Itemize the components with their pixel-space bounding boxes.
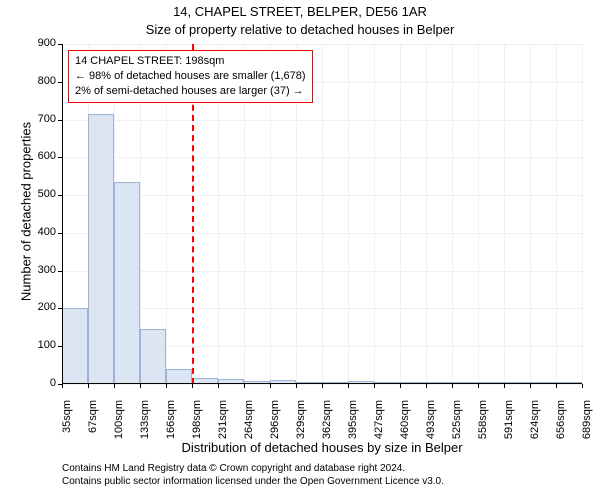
chart-title-line2: Size of property relative to detached ho… xyxy=(0,22,600,37)
x-tick-label: 329sqm xyxy=(295,400,307,460)
gridline-vertical xyxy=(556,44,557,384)
x-tick-label: 133sqm xyxy=(139,400,151,460)
x-tick-label: 493sqm xyxy=(425,400,437,460)
x-tick-label: 689sqm xyxy=(581,400,593,460)
gridline-vertical xyxy=(374,44,375,384)
gridline-vertical xyxy=(582,44,583,384)
x-tick-label: 100sqm xyxy=(113,400,125,460)
x-tick-label: 558sqm xyxy=(477,400,489,460)
gridline-vertical xyxy=(478,44,479,384)
x-tick-label: 296sqm xyxy=(269,400,281,460)
y-tick-mark xyxy=(58,346,62,347)
x-tick-mark xyxy=(348,384,349,388)
y-axis-label: Number of detached properties xyxy=(19,112,34,312)
y-tick-mark xyxy=(58,195,62,196)
y-tick-mark xyxy=(58,233,62,234)
x-tick-mark xyxy=(582,384,583,388)
x-tick-mark xyxy=(218,384,219,388)
y-axis-line xyxy=(62,44,63,384)
y-tick-label: 200 xyxy=(24,301,56,313)
histogram-bar xyxy=(140,329,165,384)
x-tick-mark xyxy=(374,384,375,388)
annotation-box: 14 CHAPEL STREET: 198sqm← 98% of detache… xyxy=(68,50,313,103)
y-tick-label: 900 xyxy=(24,37,56,49)
y-tick-mark xyxy=(58,82,62,83)
x-tick-label: 656sqm xyxy=(555,400,567,460)
y-tick-label: 500 xyxy=(24,188,56,200)
y-tick-label: 700 xyxy=(24,113,56,125)
x-tick-label: 67sqm xyxy=(87,400,99,460)
y-tick-mark xyxy=(58,308,62,309)
x-tick-mark xyxy=(556,384,557,388)
footer-line1: Contains HM Land Registry data © Crown c… xyxy=(62,462,444,475)
x-tick-label: 591sqm xyxy=(503,400,515,460)
x-tick-label: 198sqm xyxy=(191,400,203,460)
x-tick-mark xyxy=(400,384,401,388)
histogram-bar xyxy=(88,114,113,384)
y-tick-label: 600 xyxy=(24,150,56,162)
x-tick-mark xyxy=(530,384,531,388)
x-tick-mark xyxy=(478,384,479,388)
x-tick-mark xyxy=(504,384,505,388)
gridline-vertical xyxy=(452,44,453,384)
histogram-bar xyxy=(62,308,87,384)
y-tick-mark xyxy=(58,44,62,45)
x-tick-mark xyxy=(166,384,167,388)
x-tick-mark xyxy=(452,384,453,388)
y-tick-mark xyxy=(58,157,62,158)
x-tick-mark xyxy=(296,384,297,388)
x-tick-label: 427sqm xyxy=(373,400,385,460)
x-tick-label: 460sqm xyxy=(399,400,411,460)
x-tick-mark xyxy=(114,384,115,388)
footer-line2: Contains public sector information licen… xyxy=(62,475,444,488)
x-tick-label: 231sqm xyxy=(217,400,229,460)
y-tick-label: 800 xyxy=(24,75,56,87)
gridline-vertical xyxy=(322,44,323,384)
y-tick-mark xyxy=(58,120,62,121)
y-tick-label: 400 xyxy=(24,226,56,238)
chart-title-line1: 14, CHAPEL STREET, BELPER, DE56 1AR xyxy=(0,4,600,19)
annotation-line: 2% of semi-detached houses are larger (3… xyxy=(75,84,306,99)
x-tick-mark xyxy=(140,384,141,388)
y-tick-label: 300 xyxy=(24,264,56,276)
x-tick-mark xyxy=(270,384,271,388)
y-tick-label: 100 xyxy=(24,339,56,351)
x-tick-mark xyxy=(192,384,193,388)
footer-attribution: Contains HM Land Registry data © Crown c… xyxy=(62,462,444,488)
x-tick-label: 395sqm xyxy=(347,400,359,460)
gridline-vertical xyxy=(400,44,401,384)
gridline-vertical xyxy=(530,44,531,384)
gridline-vertical xyxy=(426,44,427,384)
annotation-line: 14 CHAPEL STREET: 198sqm xyxy=(75,54,306,69)
x-tick-label: 166sqm xyxy=(165,400,177,460)
annotation-line: ← 98% of detached houses are smaller (1,… xyxy=(75,69,306,84)
x-tick-mark xyxy=(322,384,323,388)
x-tick-mark xyxy=(244,384,245,388)
histogram-bar xyxy=(114,182,139,384)
x-tick-label: 624sqm xyxy=(529,400,541,460)
y-tick-label: 0 xyxy=(24,377,56,389)
x-tick-label: 264sqm xyxy=(243,400,255,460)
x-tick-mark xyxy=(88,384,89,388)
y-tick-mark xyxy=(58,271,62,272)
x-tick-label: 35sqm xyxy=(61,400,73,460)
histogram-bar xyxy=(166,369,191,384)
x-tick-label: 362sqm xyxy=(321,400,333,460)
x-tick-mark xyxy=(426,384,427,388)
x-tick-label: 525sqm xyxy=(451,400,463,460)
x-tick-mark xyxy=(62,384,63,388)
gridline-vertical xyxy=(348,44,349,384)
gridline-vertical xyxy=(504,44,505,384)
